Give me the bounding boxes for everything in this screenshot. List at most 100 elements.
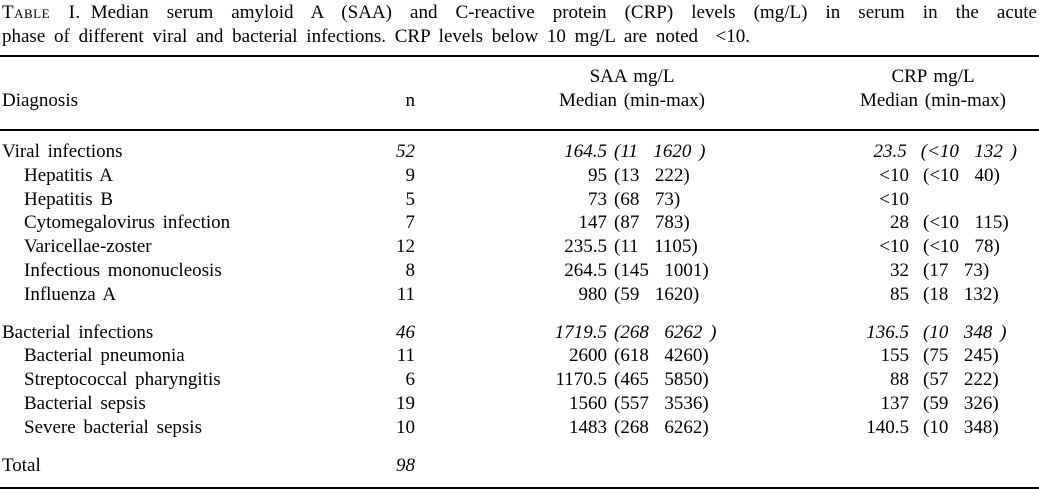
table-row: Cytomegalovirus infection 7 147 (87 783)… [2, 211, 1037, 235]
n-value: 52 [396, 141, 415, 162]
table-row: Bacterial sepsis 19 1560 (557 3536) 137 … [2, 392, 1037, 416]
saa-cell: 1719.5 (268 6262 ) [417, 321, 717, 345]
table-body: Viral infections 52 164.5 (11 1620 ) 23.… [0, 131, 1039, 487]
n-value: 98 [396, 454, 415, 476]
n-value: 5 [405, 188, 416, 210]
header-saa-median: Median (min-max) [558, 89, 706, 111]
saa-cell: 2600 (618 4260) [417, 344, 717, 368]
crp-median-value: 32 [890, 259, 909, 281]
saa-cell: 235.5 (11 1105) [417, 235, 717, 259]
saa-cell: 164.5 (11 1620 ) [417, 140, 717, 164]
saa-cell: 95 (13 222) [417, 164, 717, 188]
crp-median-value: 88 [890, 369, 909, 391]
header-saa: SAA mg/L Median (min-max) [417, 65, 717, 129]
crp-median-value: 28 [890, 212, 909, 234]
saa-range-value: (11 1620 ) [614, 141, 706, 162]
crp-cell: 137 (59 326) [717, 392, 1017, 416]
crp-range-value: (57 222) [923, 369, 999, 391]
saa-cell: 1170.5 (465 5850) [417, 368, 717, 392]
caption-line-2: phase of different viral and bacterial i… [2, 25, 751, 47]
diagnosis-label: Bacterial sepsis [24, 392, 146, 414]
saa-median-value: 980 [578, 283, 608, 305]
saa-range-value: (59 1620) [614, 283, 700, 305]
bottom-rule [0, 487, 1039, 490]
crp-cell: 155 (75 245) [717, 344, 1017, 368]
table-number-label: Table I. [2, 2, 81, 23]
table-row: Bacterial pneumonia 11 2600 (618 4260) 1… [2, 344, 1037, 368]
table-row: Streptococcal pharyngitis 6 1170.5 (465 … [2, 368, 1037, 392]
table-row: Viral infections 52 164.5 (11 1620 ) 23.… [2, 140, 1037, 164]
crp-range-value [909, 454, 923, 478]
crp-range-value: (<10 115) [923, 212, 1009, 234]
saa-range-value [607, 454, 614, 478]
crp-cell: 88 (57 222) [717, 368, 1017, 392]
diagnosis-label: Streptococcal pharyngitis [24, 369, 221, 391]
saa-cell [417, 454, 717, 478]
n-value: 11 [396, 345, 415, 367]
saa-cell: 1483 (268 6262) [417, 416, 717, 440]
diagnosis-label: Hepatitis A [24, 164, 114, 186]
crp-median-value: 85 [890, 283, 909, 305]
diagnosis-label: Infectious mononucleosis [24, 259, 222, 281]
n-value: 7 [405, 212, 416, 234]
saa-range-value: (87 783) [614, 212, 690, 234]
diagnosis-label: Hepatitis B [24, 188, 114, 210]
table-caption: Table I. Median serum amyloid A (SAA) and… [0, 0, 1039, 55]
top-rule [0, 55, 1039, 57]
header-crp: CRP mg/L Median (min-max) [717, 65, 1017, 129]
crp-cell: 23.5 (<10 132 ) [717, 140, 1017, 164]
n-value: 6 [405, 369, 416, 391]
saa-median-value: 1560 [569, 392, 607, 414]
diagnosis-label: Bacterial pneumonia [24, 345, 185, 367]
saa-median-value: 2600 [569, 345, 607, 367]
crp-range-value [909, 188, 923, 212]
crp-range-value: (10 348 ) [923, 321, 1007, 343]
n-value: 10 [396, 416, 415, 438]
saa-cell: 1560 (557 3536) [417, 392, 717, 416]
table-row: Hepatitis B 5 73 (68 73) <10 [2, 188, 1037, 212]
diagnosis-label: Total [2, 454, 41, 476]
crp-median-value: 155 [880, 345, 910, 367]
crp-range-value: (75 245) [923, 345, 999, 367]
saa-range-value: (145 1001) [614, 259, 709, 281]
crp-range-value: (<10 78) [923, 236, 1000, 258]
crp-median-value: 136.5 [866, 321, 909, 343]
crp-cell: <10 [717, 188, 1017, 212]
crp-range-value: (18 132) [923, 283, 999, 305]
saa-range-value: (557 3536) [614, 392, 709, 414]
saa-range-value: (618 4260) [614, 345, 709, 367]
table-row: Hepatitis A 9 95 (13 222) <10 (<10 40) [2, 164, 1037, 188]
header-crp-units: CRP mg/L [891, 66, 975, 87]
saa-median-value: 1719.5 [554, 321, 607, 343]
n-value: 19 [396, 392, 415, 414]
crp-cell: 140.5 (10 348) [717, 416, 1017, 440]
diagnosis-label: Cytomegalovirus infection [24, 212, 231, 234]
crp-range-value: (10 348) [923, 416, 999, 438]
saa-range-value: (268 6262 ) [614, 321, 717, 343]
saa-range-value: (465 5850) [614, 369, 709, 391]
saa-median-value [417, 454, 607, 478]
crp-median-value: <10 [879, 236, 909, 258]
saa-median-value: 235.5 [564, 236, 607, 258]
saa-median-value: 147 [578, 212, 608, 234]
saa-cell: 980 (59 1620) [417, 283, 717, 307]
n-value: 8 [405, 259, 416, 281]
saa-median-value: 1170.5 [555, 369, 607, 391]
saa-cell: 264.5 (145 1001) [417, 259, 717, 283]
saa-range-value: (68 73) [614, 188, 681, 210]
diagnosis-label: Varicellae-zoster [24, 236, 152, 258]
saa-median-value: 95 [588, 164, 607, 186]
header-crp-lines: CRP mg/L Median (min-max) [849, 65, 1017, 129]
header-n: n [405, 89, 416, 111]
saa-range-value: (13 222) [614, 164, 690, 186]
saa-range-value: (11 1105) [614, 236, 698, 258]
diagnosis-label: Severe bacterial sepsis [24, 416, 202, 438]
table-header-row: Diagnosis n SAA mg/L Median (min-max) CR… [0, 57, 1039, 129]
table-row: Influenza A 11 980 (59 1620) 85 (18 132) [2, 283, 1037, 307]
header-crp-median: Median (min-max) [859, 89, 1007, 111]
crp-cell: 136.5 (10 348 ) [717, 321, 1017, 345]
saa-range-value: (268 6262) [614, 416, 709, 438]
n-value: 12 [396, 236, 415, 258]
crp-median-value: 140.5 [866, 416, 909, 438]
